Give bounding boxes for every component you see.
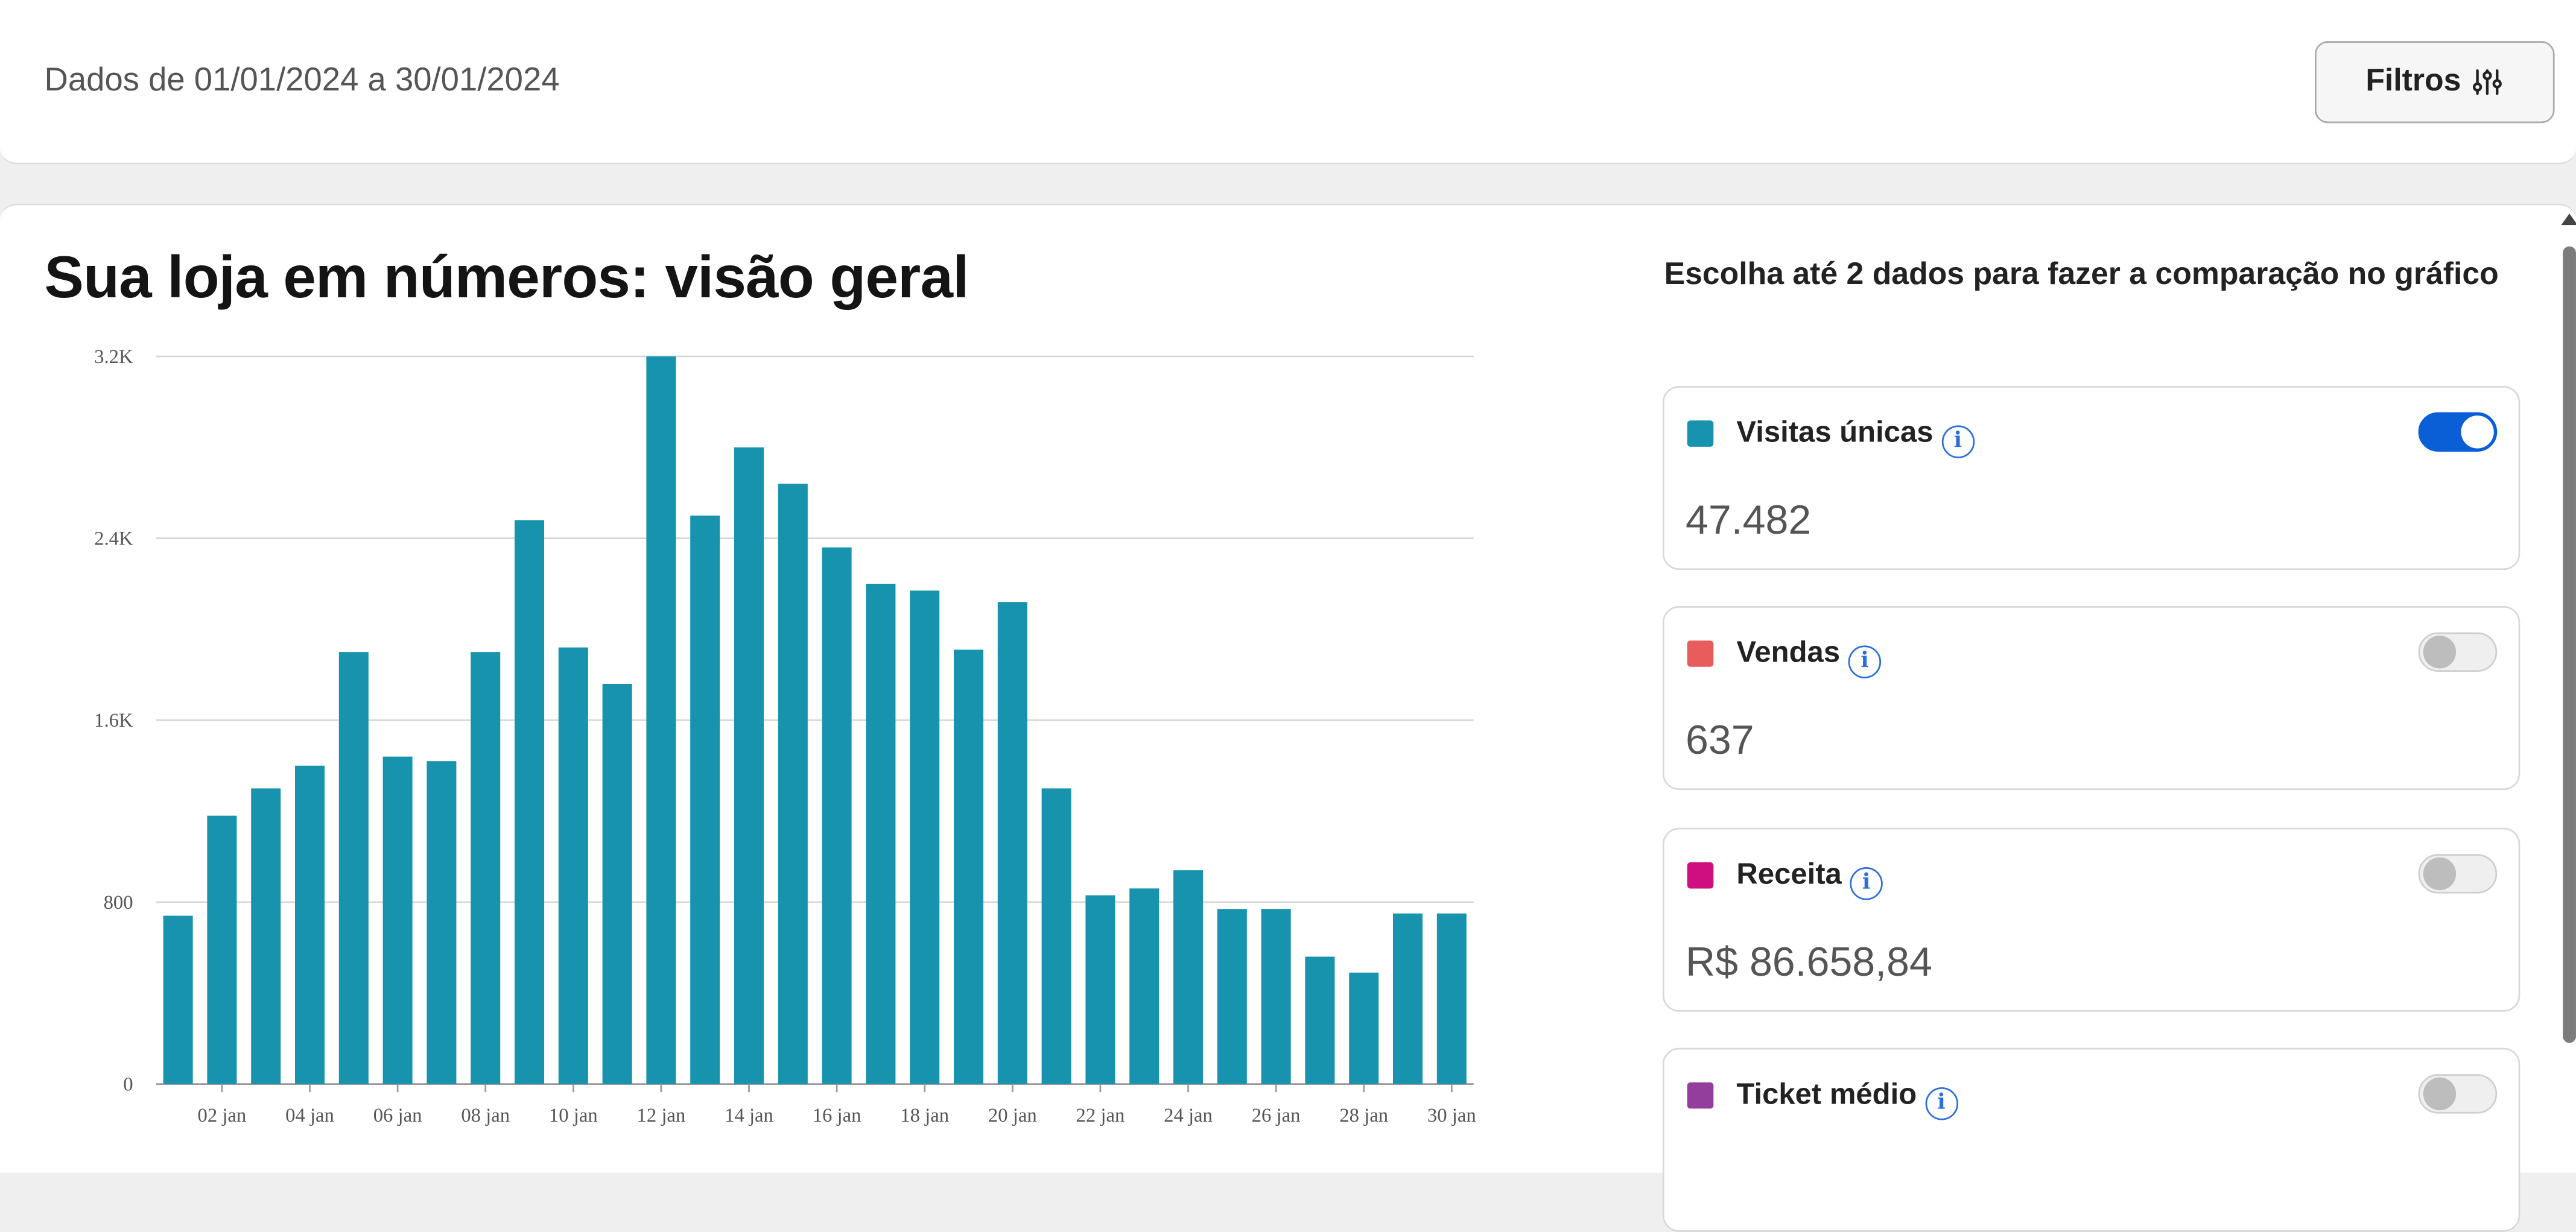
filters-button[interactable]: Filtros	[2314, 41, 2555, 124]
metric-label: Visitas únicas i	[1736, 415, 1975, 458]
x-tick-label: 22 jan	[1076, 1105, 1125, 1126]
comparison-instructions: Escolha até 2 dados para fazer a compara…	[1664, 257, 2499, 292]
metric-label: Receita i	[1736, 857, 1883, 900]
bar-20-jan[interactable]	[997, 602, 1027, 1084]
bar-06-jan[interactable]	[382, 756, 413, 1084]
visits-bar-chart: 0 800 1.6K 2.4K 3.2K 02 jan 04 jan 06 jan 08 jan…	[94, 346, 1476, 1126]
bar-26-jan[interactable]	[1261, 909, 1291, 1084]
x-tick-label: 28 jan	[1339, 1105, 1388, 1126]
metric-toggle-switch[interactable]	[2418, 632, 2498, 672]
y-tick-label: 1.6K	[94, 710, 133, 731]
info-icon[interactable]: i	[1924, 1086, 1958, 1120]
bar-12-jan[interactable]	[646, 356, 676, 1084]
metric-label-text: Vendas	[1736, 636, 1841, 669]
x-tick-label: 20 jan	[988, 1105, 1037, 1126]
metric-value: 47.482	[1686, 498, 1812, 544]
metric-card-ticket-medio[interactable]: Ticket médio i	[1662, 1047, 2520, 1232]
scroll-up-arrow-icon[interactable]	[2561, 213, 2576, 226]
toggle-knob	[2423, 1077, 2457, 1111]
bar-17-jan[interactable]	[866, 584, 896, 1084]
filter-bar: Dados de 01/01/2024 a 30/01/2024 Filtros	[0, 0, 2576, 165]
x-tick-label: 12 jan	[637, 1105, 686, 1126]
y-tick-label: 800	[104, 892, 133, 914]
x-tick-label: 16 jan	[813, 1105, 861, 1126]
page-title: Sua loja em números: visão geral	[44, 243, 969, 311]
bar-13-jan[interactable]	[690, 515, 720, 1084]
bar-10-jan[interactable]	[558, 647, 588, 1084]
metric-color-swatch	[1687, 1082, 1714, 1109]
metric-label: Vendas i	[1736, 636, 1882, 678]
bar-09-jan[interactable]	[514, 520, 545, 1084]
y-tick-label: 3.2K	[94, 346, 133, 368]
x-tick-label: 18 jan	[900, 1105, 949, 1126]
x-tick-label: 06 jan	[373, 1105, 422, 1126]
metric-card-vendas[interactable]: Vendas i 637	[1662, 606, 2520, 791]
bar-15-jan[interactable]	[778, 484, 808, 1084]
x-tick-label: 24 jan	[1164, 1105, 1213, 1126]
bar-29-jan[interactable]	[1393, 913, 1423, 1084]
metric-toggle-switch[interactable]	[2418, 412, 2498, 452]
metric-color-swatch	[1687, 420, 1714, 447]
toggle-knob	[2461, 415, 2494, 449]
metric-toggle-switch[interactable]	[2418, 1074, 2498, 1114]
bar-16-jan[interactable]	[822, 547, 852, 1084]
metric-toggle-switch[interactable]	[2418, 854, 2498, 894]
bar-08-jan[interactable]	[471, 652, 501, 1084]
metric-label-text: Visitas únicas	[1736, 415, 1934, 449]
metric-card-receita[interactable]: Receita i R$ 86.658,84	[1662, 827, 2520, 1012]
info-icon[interactable]: i	[1850, 866, 1883, 900]
bar-24-jan[interactable]	[1173, 870, 1204, 1084]
sliders-icon	[2473, 69, 2502, 95]
date-range-text: Dados de 01/01/2024 a 30/01/2024	[44, 62, 560, 99]
bar-07-jan[interactable]	[427, 761, 457, 1084]
bar-05-jan[interactable]	[338, 652, 369, 1084]
bar-23-jan[interactable]	[1129, 888, 1160, 1084]
metric-value: R$ 86.658,84	[1686, 939, 1932, 986]
metric-label-text: Ticket médio	[1736, 1077, 1917, 1111]
bar-25-jan[interactable]	[1217, 909, 1247, 1084]
x-tick-label: 04 jan	[285, 1105, 334, 1126]
bar-02-jan[interactable]	[207, 815, 237, 1084]
bar-19-jan[interactable]	[953, 649, 984, 1084]
bar-27-jan[interactable]	[1305, 956, 1335, 1084]
x-tick-label: 02 jan	[198, 1105, 247, 1126]
filters-button-label: Filtros	[2365, 64, 2461, 99]
metric-value: 637	[1686, 718, 1754, 764]
x-tick-label: 30 jan	[1427, 1105, 1476, 1126]
bar-30-jan[interactable]	[1436, 913, 1467, 1084]
metric-color-swatch	[1687, 862, 1714, 889]
scrollbar-thumb[interactable]	[2563, 246, 2576, 1043]
x-tick-label: 08 jan	[461, 1105, 510, 1126]
bar-22-jan[interactable]	[1085, 895, 1115, 1084]
toggle-knob	[2423, 857, 2457, 891]
bar-18-jan[interactable]	[910, 590, 940, 1084]
bar-11-jan[interactable]	[602, 683, 632, 1084]
bar-21-jan[interactable]	[1041, 788, 1071, 1084]
y-tick-label: 2.4K	[94, 528, 133, 550]
y-tick-label: 0	[123, 1073, 133, 1095]
bar-03-jan[interactable]	[251, 788, 281, 1084]
bar-04-jan[interactable]	[294, 765, 325, 1084]
bar-01-jan[interactable]	[163, 915, 193, 1084]
toggle-knob	[2423, 636, 2457, 669]
metric-label-text: Receita	[1736, 857, 1842, 891]
x-tick-label: 10 jan	[549, 1105, 598, 1126]
bar-14-jan[interactable]	[734, 447, 764, 1084]
info-icon[interactable]: i	[1848, 645, 1882, 678]
x-tick-label: 26 jan	[1252, 1105, 1301, 1126]
metric-label: Ticket médio i	[1736, 1077, 1958, 1120]
info-icon[interactable]: i	[1941, 425, 1975, 458]
metric-card-visitas-unicas[interactable]: Visitas únicas i 47.482	[1662, 386, 2520, 570]
metric-color-swatch	[1687, 640, 1714, 667]
x-tick-label: 14 jan	[725, 1105, 773, 1126]
bar-28-jan[interactable]	[1349, 972, 1379, 1084]
